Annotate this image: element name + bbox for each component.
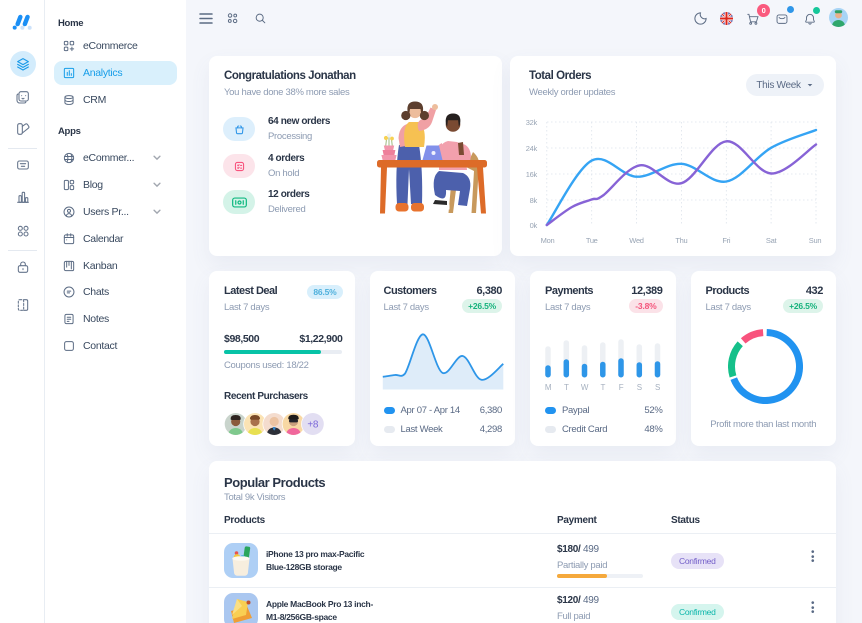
svg-text:T: T [601, 383, 606, 392]
svg-text:S: S [655, 383, 660, 392]
svg-text:Tue: Tue [586, 236, 598, 245]
svg-text:Wed: Wed [629, 236, 644, 245]
svg-text:32k: 32k [526, 118, 538, 127]
svg-text:S: S [637, 383, 642, 392]
svg-text:Sat: Sat [766, 236, 778, 245]
svg-text:16k: 16k [526, 170, 538, 179]
svg-text:8k: 8k [530, 196, 538, 205]
svg-text:24k: 24k [526, 144, 538, 153]
svg-text:Thu: Thu [675, 236, 687, 245]
svg-text:T: T [564, 383, 569, 392]
svg-text:Sun: Sun [809, 236, 822, 245]
svg-text:M: M [545, 383, 552, 392]
svg-text:Fri: Fri [722, 236, 730, 245]
svg-text:0k: 0k [530, 221, 538, 230]
svg-text:+8: +8 [307, 420, 319, 431]
svg-text:W: W [581, 383, 589, 392]
svg-text:Mon: Mon [541, 236, 555, 245]
svg-text:F: F [619, 383, 624, 392]
